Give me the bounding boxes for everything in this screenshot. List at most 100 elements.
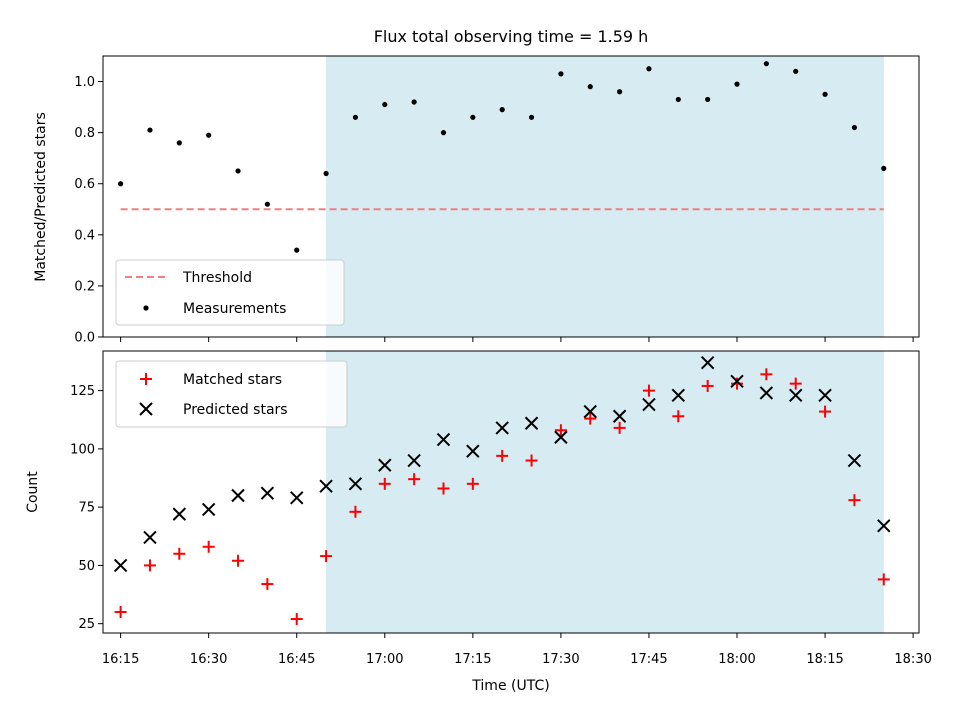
measurement-point	[147, 127, 153, 133]
x-tick-label: 16:30	[190, 652, 227, 667]
legend-threshold-label: Threshold	[182, 270, 252, 286]
matched-star-point	[760, 368, 773, 381]
matched-star-point	[466, 477, 479, 490]
bottom-y-tick-label: 50	[78, 559, 95, 574]
bottom-y-tick-label: 100	[70, 442, 95, 457]
predicted-star-point	[877, 519, 891, 533]
legend-matched-swatch	[140, 373, 152, 385]
predicted-star-point	[495, 421, 509, 435]
bottom-y-tick-label: 25	[78, 617, 95, 632]
measurement-point	[206, 132, 212, 138]
matched-star-point	[613, 421, 626, 434]
predicted-star-point	[730, 374, 744, 389]
measurement-point	[264, 201, 270, 207]
predicted-star-point	[847, 453, 862, 468]
legend-predicted-label: Predicted stars	[183, 402, 288, 418]
matched-star-point	[408, 473, 421, 486]
matched-star-point	[261, 578, 274, 591]
predicted-star-point	[231, 488, 245, 503]
measurement-point	[675, 96, 681, 103]
predicted-star-point	[143, 530, 157, 545]
bottom-y-tick-label: 75	[78, 501, 95, 516]
matched-star-point	[173, 547, 186, 560]
matched-star-point	[877, 573, 890, 586]
x-tick-label: 16:15	[102, 652, 139, 667]
top-y-axis-label: Matched/Predicted stars	[33, 112, 49, 282]
top-y-tick-label: 0.6	[74, 177, 95, 192]
measurement-point	[176, 140, 182, 146]
predicted-star-point	[407, 453, 421, 468]
top-y-tick-label: 1.0	[74, 75, 95, 90]
measurement-point	[235, 168, 241, 174]
top-y-tick-label: 0.4	[74, 228, 95, 243]
measurement-point	[822, 91, 828, 97]
measurement-point	[705, 96, 711, 103]
bottom-y-axis-label: Count	[25, 471, 41, 513]
measurement-point	[763, 61, 769, 67]
legend-measurements-swatch	[143, 305, 149, 311]
top-series-layer	[118, 61, 887, 253]
bottom-plot-frame	[102, 350, 920, 634]
predicted-star-point	[700, 355, 715, 370]
measurement-point	[851, 124, 858, 131]
matched-star-point	[437, 482, 450, 495]
predicted-star-point	[671, 388, 686, 402]
predicted-star-point	[319, 479, 333, 493]
predicted-star-point	[378, 458, 392, 472]
measurement-point	[734, 81, 740, 87]
measurement-point	[793, 68, 799, 74]
predicted-star-point	[789, 388, 803, 402]
predicted-star-point	[818, 388, 832, 402]
matched-star-point	[378, 477, 391, 490]
x-tick-label: 18:15	[806, 652, 843, 667]
matched-star-point	[554, 424, 567, 437]
matched-star-point	[525, 454, 538, 467]
measurement-point	[440, 130, 447, 136]
predicted-star-point	[554, 430, 568, 444]
x-tick-label: 17:00	[366, 652, 403, 667]
predicted-star-point	[436, 432, 451, 447]
matched-star-point	[143, 559, 156, 572]
x-tick-label: 18:00	[718, 652, 755, 667]
bottom-series-layer	[113, 355, 891, 626]
x-tick-label: 16:45	[278, 652, 315, 667]
bottom-panel: 25 50 75 100 125 16:15 16:30 16:45 17:00 17:15 17…	[25, 350, 932, 694]
predicted-star-point	[466, 444, 480, 458]
matched-star-point	[731, 377, 744, 390]
predicted-star-point	[348, 477, 363, 491]
legend-matched-label: Matched stars	[183, 372, 282, 388]
matched-star-point	[701, 379, 714, 392]
top-legend-box	[115, 259, 345, 326]
matched-star-point	[320, 550, 333, 563]
bottom-x-axis: 16:15 16:30 16:45 17:00 17:15 17:30 17:45 18:00…	[102, 633, 932, 667]
measurement-point	[352, 114, 359, 120]
matched-star-point	[848, 494, 861, 507]
matched-star-point	[642, 384, 655, 397]
bottom-legend-box	[115, 360, 348, 428]
predicted-star-point	[172, 507, 187, 521]
measurement-point	[382, 101, 388, 108]
measurement-point	[646, 66, 652, 72]
measurement-point	[411, 99, 417, 105]
top-y-tick-label: 0.0	[74, 331, 95, 346]
top-panel: 0.0 0.2 0.4 0.6 0.8 1.0 Flux total observing …	[33, 27, 920, 346]
matched-star-point	[584, 412, 597, 425]
matched-star-point	[232, 554, 245, 567]
top-x-ticks	[120, 337, 914, 342]
bottom-y-axis: 25 50 75 100 125	[70, 384, 103, 632]
x-tick-label: 18:30	[894, 652, 931, 667]
top-y-axis: 0.0 0.2 0.4 0.6 0.8 1.0	[74, 75, 103, 346]
measurement-point	[470, 114, 476, 120]
bottom-observing-window	[326, 351, 884, 633]
x-axis-label: Time (UTC)	[471, 678, 549, 694]
measurement-point	[881, 165, 887, 171]
top-legend: Threshold Measurements	[115, 259, 345, 326]
matched-star-point	[349, 505, 362, 518]
measurement-point	[587, 84, 593, 90]
predicted-star-point	[113, 558, 128, 573]
x-tick-label: 17:45	[630, 652, 667, 667]
top-observing-window	[326, 56, 884, 337]
matched-star-point	[290, 613, 303, 626]
matched-star-point	[114, 606, 127, 619]
predicted-star-point	[642, 397, 656, 412]
